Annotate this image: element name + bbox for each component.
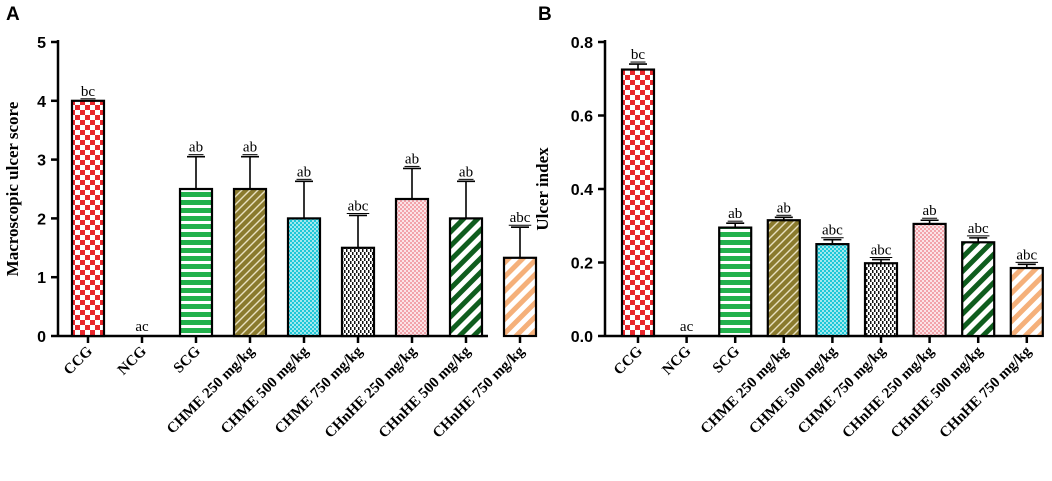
y-tick-label-a: 5 bbox=[37, 35, 46, 52]
data-label-a-7: ab bbox=[405, 151, 419, 167]
bar-a-7 bbox=[394, 197, 430, 338]
bar-b-3 bbox=[718, 226, 753, 338]
y-tick-label-b: 0.0 bbox=[571, 329, 593, 346]
bar-b-9 bbox=[1009, 266, 1044, 338]
panel-a-letter: A bbox=[6, 4, 20, 25]
x-tick-label-b-1: CCG bbox=[611, 343, 646, 378]
panel-a: A Macroscopic ulcer score 0 1 2 3 4 5 bc CCG ac N… bbox=[3, 4, 538, 441]
x-tick-label-a-2: NCG bbox=[115, 343, 150, 378]
data-label-b-9: abc bbox=[1016, 247, 1037, 263]
data-label-b-5: abc bbox=[822, 223, 843, 239]
bar-b-5 bbox=[815, 243, 850, 338]
y-tick-label-b: 0.8 bbox=[571, 35, 593, 52]
x-tick-label-b-6: CHME 750 mg/kg bbox=[795, 343, 889, 437]
bar-b-7 bbox=[912, 222, 947, 338]
y-axis-label-b: Ulcer index bbox=[533, 147, 552, 231]
x-tick-label-b-8: CHnHE 500 mg/kg bbox=[888, 343, 986, 441]
data-label-a-3: ab bbox=[189, 140, 203, 156]
x-tick-label-a-8: CHnHE 500 mg/kg bbox=[376, 343, 474, 441]
bar-a-1 bbox=[70, 99, 106, 338]
bar-a-9 bbox=[502, 256, 538, 338]
y-tick-label-a: 4 bbox=[37, 94, 46, 111]
data-label-b-1: bc bbox=[631, 47, 646, 63]
data-label-a-4: ab bbox=[243, 140, 257, 156]
y-tick-label-a: 2 bbox=[37, 211, 46, 228]
bar-b-6 bbox=[863, 262, 899, 338]
data-label-a-6: abc bbox=[348, 198, 369, 214]
bar-b-8 bbox=[961, 241, 996, 338]
data-label-a-5: ab bbox=[297, 164, 311, 180]
y-tick-label-a: 0 bbox=[37, 329, 46, 346]
x-tick-label-b-9: CHnHE 750 mg/kg bbox=[937, 343, 1035, 441]
plot-b: 0.0 0.2 0.4 0.6 0.8 bc CCG ac NCG ab SCG ab CHME 250… bbox=[571, 35, 1044, 441]
bar-a-5 bbox=[286, 217, 322, 338]
data-label-b-6: abc bbox=[871, 243, 892, 259]
data-label-b-7: ab bbox=[923, 203, 937, 219]
data-label-a-1: bc bbox=[81, 84, 96, 100]
data-label-b-8: abc bbox=[968, 221, 989, 237]
x-tick-label-b-4: CHME 250 mg/kg bbox=[698, 343, 792, 437]
x-tick-label-a-3: SCG bbox=[171, 343, 204, 376]
y-tick-label-b: 0.4 bbox=[571, 182, 593, 199]
y-tick-label-a: 1 bbox=[37, 270, 46, 287]
bar-b-4 bbox=[766, 219, 801, 338]
data-label-b-2: ac bbox=[680, 319, 694, 335]
bar-a-8 bbox=[448, 217, 484, 338]
x-tick-label-b-2: NCG bbox=[660, 343, 695, 378]
panel-b-letter: B bbox=[538, 4, 552, 25]
y-tick-label-a: 3 bbox=[37, 153, 46, 170]
x-tick-label-a-9: CHnHE 750 mg/kg bbox=[430, 343, 528, 441]
data-label-a-9: abc bbox=[510, 210, 531, 226]
data-label-a-8: ab bbox=[459, 164, 473, 180]
x-tick-label-b-7: CHnHE 250 mg/kg bbox=[839, 343, 937, 441]
bar-a-4 bbox=[232, 187, 268, 338]
bar-b-1 bbox=[620, 68, 656, 338]
data-label-a-2: ac bbox=[135, 319, 149, 335]
data-label-b-3: ab bbox=[728, 206, 742, 222]
y-axis-label-a: Macroscopic ulcer score bbox=[3, 101, 22, 276]
bar-a-6 bbox=[340, 246, 376, 338]
y-tick-label-b: 0.6 bbox=[571, 109, 593, 126]
panel-b: B Ulcer index 0.0 0.2 0.4 0.6 0.8 bc CCG ac NCG a… bbox=[533, 4, 1044, 441]
x-tick-label-b-5: CHME 500 mg/kg bbox=[746, 343, 840, 437]
data-label-b-4: ab bbox=[777, 200, 791, 216]
x-tick-label-b-3: SCG bbox=[710, 343, 743, 376]
bar-a-3 bbox=[178, 187, 214, 338]
y-tick-label-b: 0.2 bbox=[571, 256, 593, 273]
x-tick-label-a-7: CHnHE 250 mg/kg bbox=[322, 343, 420, 441]
x-tick-label-a-1: CCG bbox=[61, 343, 96, 378]
